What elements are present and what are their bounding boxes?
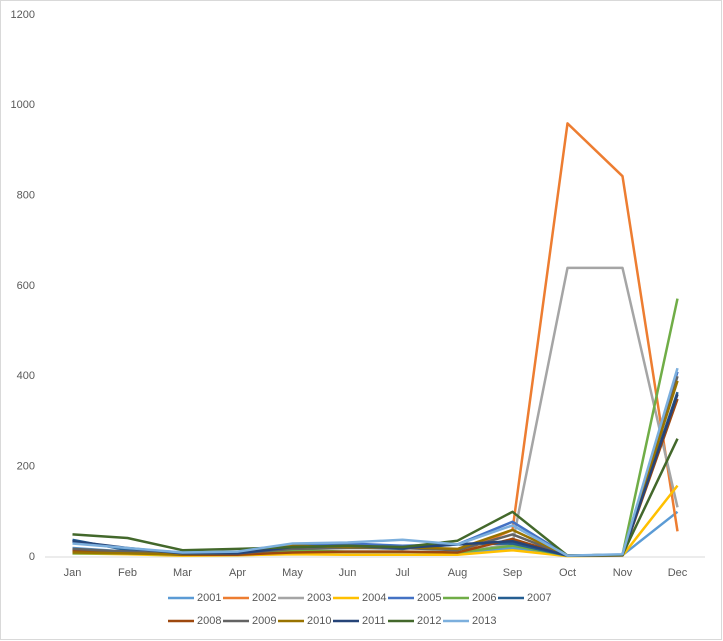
legend-label: 2006 — [472, 592, 496, 604]
y-tick-label: 0 — [29, 551, 35, 563]
x-tick-label: Mar — [173, 567, 192, 579]
x-tick-label: Jan — [64, 567, 82, 579]
y-tick-label: 1200 — [11, 9, 35, 21]
x-tick-label: Nov — [613, 567, 633, 579]
legend-label: 2003 — [307, 592, 331, 604]
legend-label: 2011 — [362, 615, 386, 627]
x-tick-label: Dec — [668, 567, 688, 579]
x-tick-label: Oct — [559, 567, 576, 579]
series-line — [72, 367, 679, 557]
y-tick-label: 600 — [17, 280, 35, 292]
y-tick-label: 400 — [17, 370, 35, 382]
x-tick-label: Sep — [503, 567, 523, 579]
x-tick-label: Aug — [448, 567, 468, 579]
x-tick-label: Jun — [339, 567, 357, 579]
legend-label: 2004 — [362, 592, 386, 604]
legend-label: 2001 — [197, 592, 221, 604]
legend-label: 2002 — [252, 592, 276, 604]
y-tick-label: 800 — [17, 190, 35, 202]
x-tick-label: Feb — [118, 567, 137, 579]
legend-label: 2008 — [197, 615, 221, 627]
legend-label: 2007 — [527, 592, 551, 604]
legend-label: 2005 — [417, 592, 441, 604]
y-tick-label: 1000 — [11, 99, 35, 111]
legend-label: 2013 — [472, 615, 496, 627]
legend-label: 2012 — [417, 615, 441, 627]
legend-label: 2009 — [252, 615, 276, 627]
legend-label: 2010 — [307, 615, 331, 627]
x-tick-label: Jul — [395, 567, 409, 579]
x-tick-label: May — [282, 567, 303, 579]
x-tick-label: Apr — [229, 567, 246, 579]
y-tick-label: 200 — [17, 461, 35, 473]
